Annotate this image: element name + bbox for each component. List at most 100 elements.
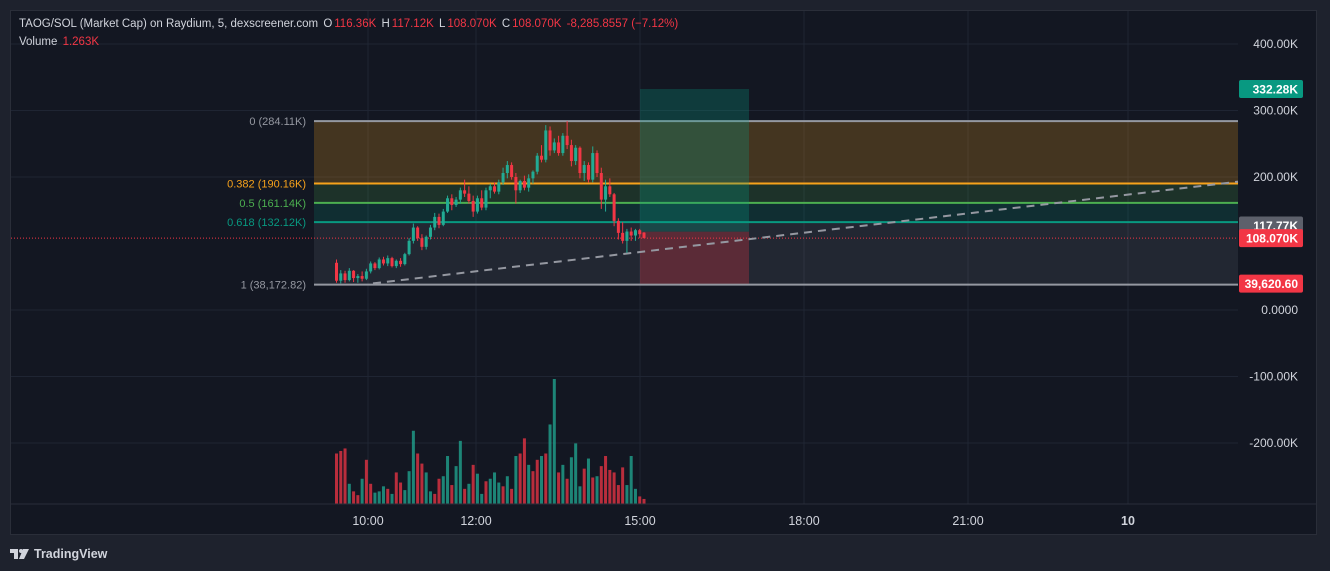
volume-bar: [471, 464, 475, 504]
volume-bar: [493, 472, 497, 504]
tradingview-brand: TradingView: [34, 547, 108, 561]
y-axis-tick-label: 0.0000: [1261, 303, 1298, 317]
candle-body: [561, 135, 565, 154]
candle-body: [501, 173, 505, 183]
candle-body: [535, 155, 539, 172]
candle-body: [484, 190, 488, 208]
volume-bar: [531, 471, 535, 504]
candle-body: [608, 186, 612, 195]
volume-bar: [416, 453, 420, 504]
last-price-badge: 108.070K: [1246, 232, 1298, 246]
y-axis-tick-label: -200.00K: [1249, 436, 1298, 450]
volume-bar: [484, 481, 488, 504]
chart-pane[interactable]: 0 (284.11K) 0.382 (190.16K) 0.5 (161.14K) 0…: [10, 10, 1317, 535]
volume-bar: [390, 493, 394, 504]
low-value: 108.070K: [447, 18, 497, 30]
x-axis-tick-label: 10:00: [352, 514, 383, 528]
volume-bar: [411, 430, 415, 504]
volume-bar: [450, 485, 454, 504]
candle-body: [437, 216, 441, 225]
candle-body: [612, 194, 616, 221]
fib-zone-0382-05: [314, 183, 1238, 203]
candle-body: [339, 273, 343, 281]
volume-bar: [343, 448, 347, 504]
candle-body: [616, 220, 620, 233]
high-label: H: [381, 18, 390, 30]
volume-bar: [377, 491, 381, 504]
candle-body: [394, 260, 398, 267]
change-value: -8,285.8557 (−7.12%): [566, 18, 679, 30]
volume-bar: [505, 476, 509, 504]
volume-bar: [458, 440, 462, 504]
candle-body: [467, 193, 471, 201]
volume-bar: [347, 483, 351, 504]
x-axis-tick-label: 15:00: [624, 514, 655, 528]
volume-bar: [544, 453, 548, 504]
volume-bar: [518, 453, 522, 504]
candle-body: [574, 147, 578, 162]
candle-body: [510, 165, 514, 177]
candle-body: [604, 186, 608, 200]
candle-body: [364, 271, 368, 279]
candle-body: [458, 190, 462, 200]
volume-bar: [433, 493, 437, 504]
candle-body: [557, 142, 561, 154]
volume-bar: [633, 488, 637, 504]
volume-bar: [578, 486, 582, 504]
tradingview-footer[interactable]: TradingView: [10, 545, 107, 563]
volume-bar: [407, 471, 411, 504]
volume-bar: [339, 450, 343, 504]
volume-bar: [522, 438, 526, 504]
y-axis-tick-label: 200.00K: [1253, 170, 1298, 184]
symbol-legend: TAOG/SOL (Market Cap) on Raydium, 5, dex…: [19, 18, 680, 30]
close-value: 108.070K: [512, 18, 562, 30]
stop-price-badge-bg: [1239, 274, 1303, 293]
candle-body: [335, 262, 338, 281]
candle-body: [475, 198, 479, 212]
volume-bar: [446, 456, 450, 504]
chart-canvas[interactable]: 0 (284.11K) 0.382 (190.16K) 0.5 (161.14K) 0…: [11, 11, 1317, 535]
fib-label-1: 1 (38,172.82): [241, 280, 306, 292]
candle-body: [407, 240, 411, 255]
volume-bar: [454, 466, 458, 504]
volume-bar: [356, 495, 360, 504]
candle-body: [403, 254, 407, 265]
trend-line: [372, 180, 1239, 285]
candle-body: [642, 232, 646, 239]
candle-body: [540, 155, 543, 160]
volume-bar: [381, 486, 385, 504]
volume-bar: [514, 456, 518, 504]
position-stop-zone: [640, 231, 749, 284]
candle-body: [373, 263, 377, 269]
x-axis-tick-label: 12:00: [460, 514, 491, 528]
volume-bar: [604, 456, 608, 504]
y-axis-tick-label: 400.00K: [1253, 37, 1298, 51]
candle-body: [360, 276, 364, 279]
candle-body: [544, 130, 548, 160]
candle-body: [454, 199, 458, 205]
volume-bar: [548, 424, 552, 504]
position-target-zone: [640, 89, 749, 232]
candle-body: [377, 259, 381, 269]
volume-bar: [463, 488, 467, 504]
candle-body: [411, 227, 415, 241]
volume-bar: [335, 453, 338, 504]
volume-bar: [586, 458, 590, 504]
x-axis-tick-label: 10: [1121, 514, 1135, 528]
volume-label: Volume: [19, 36, 58, 48]
volume-bar: [501, 486, 505, 504]
candle-body: [518, 180, 522, 191]
candle-body: [390, 258, 394, 267]
candle-body: [497, 182, 501, 192]
open-value: 116.36K: [334, 18, 377, 30]
volume-bar: [360, 478, 364, 504]
candle-body: [599, 173, 603, 200]
candle-body: [514, 177, 518, 191]
volume-bar: [441, 476, 445, 504]
volume-bar: [608, 469, 612, 504]
volume-bar: [527, 464, 531, 504]
volume-bar: [420, 463, 424, 504]
volume-bar: [642, 498, 646, 504]
volume-bar: [394, 472, 398, 504]
volume-legend: Volume 1.263K: [19, 36, 101, 48]
